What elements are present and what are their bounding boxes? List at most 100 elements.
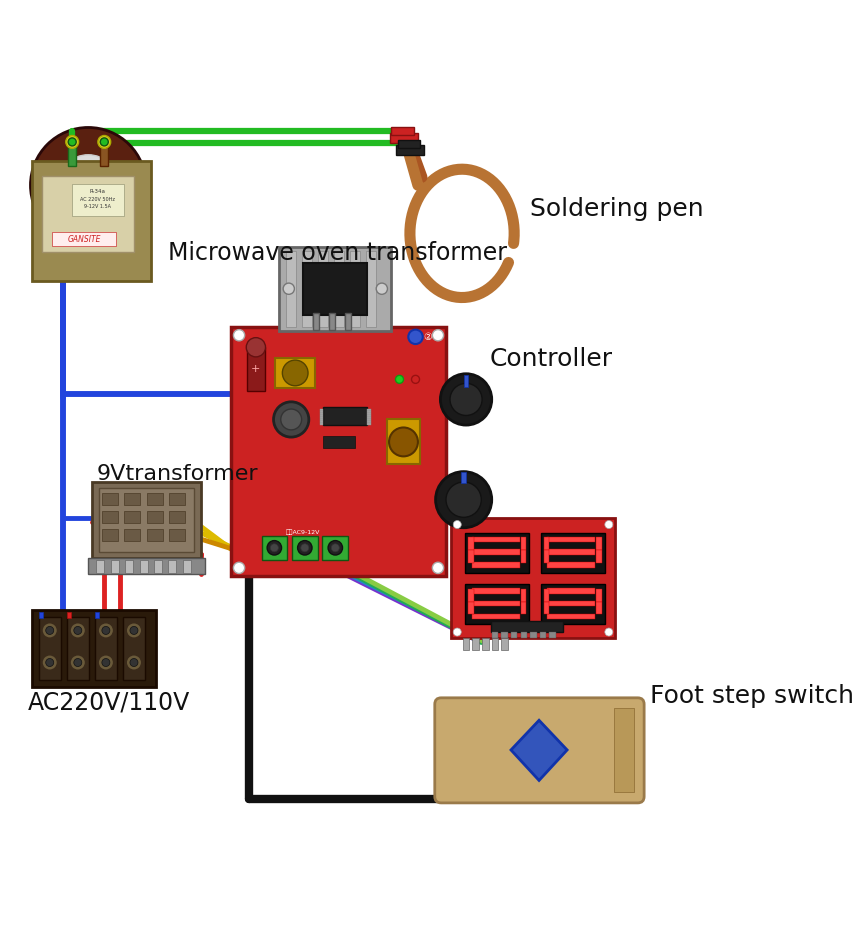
Bar [367, 415, 370, 416]
Bar [320, 423, 323, 425]
Bar [391, 128, 413, 135]
Circle shape [440, 374, 491, 425]
Bar [491, 620, 562, 632]
Bar [520, 632, 527, 638]
Bar [468, 602, 474, 615]
Bar [481, 638, 488, 650]
Text: Soldering pen: Soldering pen [530, 197, 703, 221]
Bar [546, 537, 595, 542]
Bar [530, 632, 536, 638]
Bar [471, 601, 519, 606]
Text: ②: ② [423, 332, 431, 342]
Bar [101, 511, 118, 523]
Bar [596, 588, 601, 602]
Text: 电源AC9-12V: 电源AC9-12V [285, 529, 320, 535]
Bar [520, 550, 526, 563]
Bar [471, 537, 519, 542]
Bar [52, 232, 116, 246]
Bar [367, 413, 370, 415]
Circle shape [74, 659, 82, 666]
Bar [349, 251, 360, 327]
Circle shape [101, 659, 110, 666]
Bar [544, 550, 549, 563]
Text: 9-12V 1.5A: 9-12V 1.5A [84, 204, 112, 210]
Bar [397, 139, 420, 148]
Bar [66, 617, 89, 681]
Bar [546, 549, 595, 555]
Bar [247, 347, 264, 391]
Bar [92, 482, 200, 558]
Bar [123, 617, 145, 681]
Circle shape [233, 562, 245, 573]
Circle shape [68, 138, 76, 146]
Bar [66, 612, 72, 619]
Bar [323, 435, 355, 448]
Circle shape [297, 540, 312, 555]
Bar [501, 638, 507, 650]
Bar [367, 421, 370, 423]
Bar [68, 144, 76, 166]
Text: GANSITE: GANSITE [67, 235, 101, 244]
Bar [95, 612, 100, 619]
Text: +: + [250, 364, 260, 374]
Bar [275, 358, 315, 388]
Circle shape [42, 622, 58, 638]
Bar [313, 313, 319, 331]
Bar [124, 511, 141, 523]
Bar [544, 538, 549, 550]
Bar [168, 560, 176, 572]
Bar [472, 638, 478, 650]
Circle shape [42, 654, 58, 670]
Bar [491, 638, 498, 650]
Circle shape [389, 428, 417, 456]
Bar [99, 489, 194, 552]
Circle shape [452, 628, 461, 636]
Bar [279, 247, 391, 331]
Bar [38, 617, 60, 681]
Bar [320, 415, 323, 416]
Bar [72, 183, 124, 215]
Circle shape [270, 544, 278, 552]
Text: AC220V/110V: AC220V/110V [28, 691, 190, 714]
Circle shape [31, 128, 146, 243]
Bar [387, 419, 419, 463]
Bar [291, 536, 317, 560]
Bar [471, 614, 519, 619]
Circle shape [435, 472, 491, 527]
Polygon shape [510, 720, 567, 780]
Bar [32, 610, 156, 686]
Circle shape [98, 654, 114, 670]
Bar [596, 550, 601, 563]
Circle shape [604, 628, 612, 636]
Bar [320, 409, 323, 411]
Bar [169, 511, 185, 523]
Circle shape [101, 138, 108, 146]
Circle shape [432, 562, 443, 573]
Text: Microwave oven transformer: Microwave oven transformer [168, 242, 507, 265]
Bar [596, 538, 601, 550]
Bar [147, 528, 163, 540]
Bar [38, 612, 43, 619]
Circle shape [452, 521, 461, 528]
Bar [544, 602, 549, 615]
Circle shape [395, 375, 403, 384]
Bar [147, 494, 163, 506]
Bar [520, 538, 526, 550]
Bar [95, 617, 117, 681]
Circle shape [98, 622, 114, 638]
Bar [546, 614, 595, 619]
Bar [491, 632, 498, 638]
Circle shape [70, 654, 86, 670]
Circle shape [280, 409, 302, 430]
Bar [471, 562, 519, 568]
Circle shape [411, 375, 419, 384]
Bar [464, 584, 529, 624]
Circle shape [46, 626, 54, 635]
Bar [540, 533, 604, 572]
Bar [520, 588, 526, 602]
Bar [468, 550, 474, 563]
Circle shape [267, 540, 281, 555]
Bar [596, 602, 601, 615]
Text: Foot step switch: Foot step switch [649, 684, 852, 708]
Circle shape [66, 135, 78, 149]
